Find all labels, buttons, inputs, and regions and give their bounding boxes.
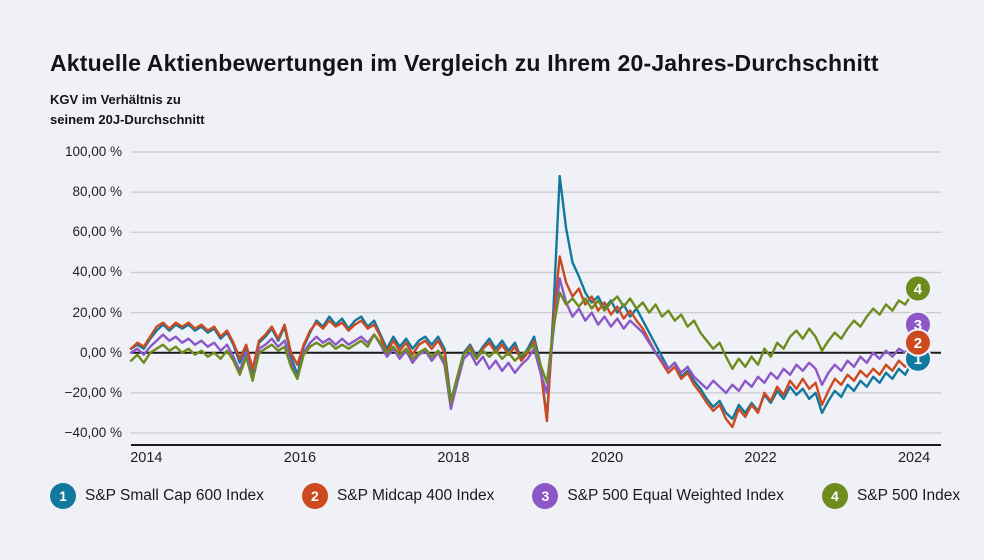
legend-number-badge: 2 xyxy=(301,483,328,509)
chart-title: Aktuelle Aktienbewertungen im Vergleich … xyxy=(50,50,879,76)
x-tick-label: 2022 xyxy=(744,450,777,466)
x-tick-label: 2016 xyxy=(283,450,317,466)
legend-label: S&P Small Cap 600 Index xyxy=(85,487,264,504)
legend-item-1: 1 S&P Small Cap 600 Index xyxy=(50,483,264,509)
legend-item-4: 4 S&P 500 Index xyxy=(821,483,961,509)
y-tick-label: 40,00 % xyxy=(72,264,122,280)
y-tick-label: 60,00 % xyxy=(72,224,122,240)
svg-text:2: 2 xyxy=(914,335,922,352)
series-line-2 xyxy=(129,255,920,429)
legend-label: S&P 500 Equal Weighted Index xyxy=(567,487,784,504)
svg-text:4: 4 xyxy=(914,281,923,298)
svg-text:3: 3 xyxy=(914,317,922,334)
y-axis-description: KGV im Verhältnis zu seinem 20J-Durchsch… xyxy=(50,92,205,127)
series-line-4 xyxy=(129,287,920,405)
y-tick-label: 0,00 % xyxy=(79,344,122,360)
legend-number-badge: 1 xyxy=(50,483,76,509)
svg-text:1: 1 xyxy=(914,351,922,368)
x-tick-label: 2018 xyxy=(437,450,470,466)
series-end-badge-4: 4 xyxy=(903,274,932,303)
legend-label: S&P Midcap 400 Index xyxy=(336,487,495,504)
y-tick-label: −40,00 % xyxy=(64,425,122,440)
legend-item-2: 2 S&P Midcap 400 Index xyxy=(301,483,495,509)
y-tick-label: 80,00 % xyxy=(72,184,122,200)
x-tick-label: 2024 xyxy=(897,450,931,466)
series-line-3 xyxy=(129,277,920,411)
legend-number-badge: 4 xyxy=(821,483,848,509)
x-tick-label: 2020 xyxy=(590,450,624,466)
series-end-badge-2: 2 xyxy=(903,328,932,357)
chart-legend: 1 S&P Small Cap 600 Index 2 S&P Midcap 400 … xyxy=(50,483,964,509)
legend-label: S&P 500 Index xyxy=(856,487,961,504)
y-tick-label: −20,00 % xyxy=(64,384,122,400)
legend-number-badge: 3 xyxy=(532,483,559,509)
legend-item-3: 3 S&P 500 Equal Weighted Index xyxy=(532,483,784,509)
y-tick-label: 100,00 % xyxy=(64,144,122,159)
y-tick-label: 20,00 % xyxy=(72,304,122,320)
x-tick-label: 2014 xyxy=(130,450,163,466)
